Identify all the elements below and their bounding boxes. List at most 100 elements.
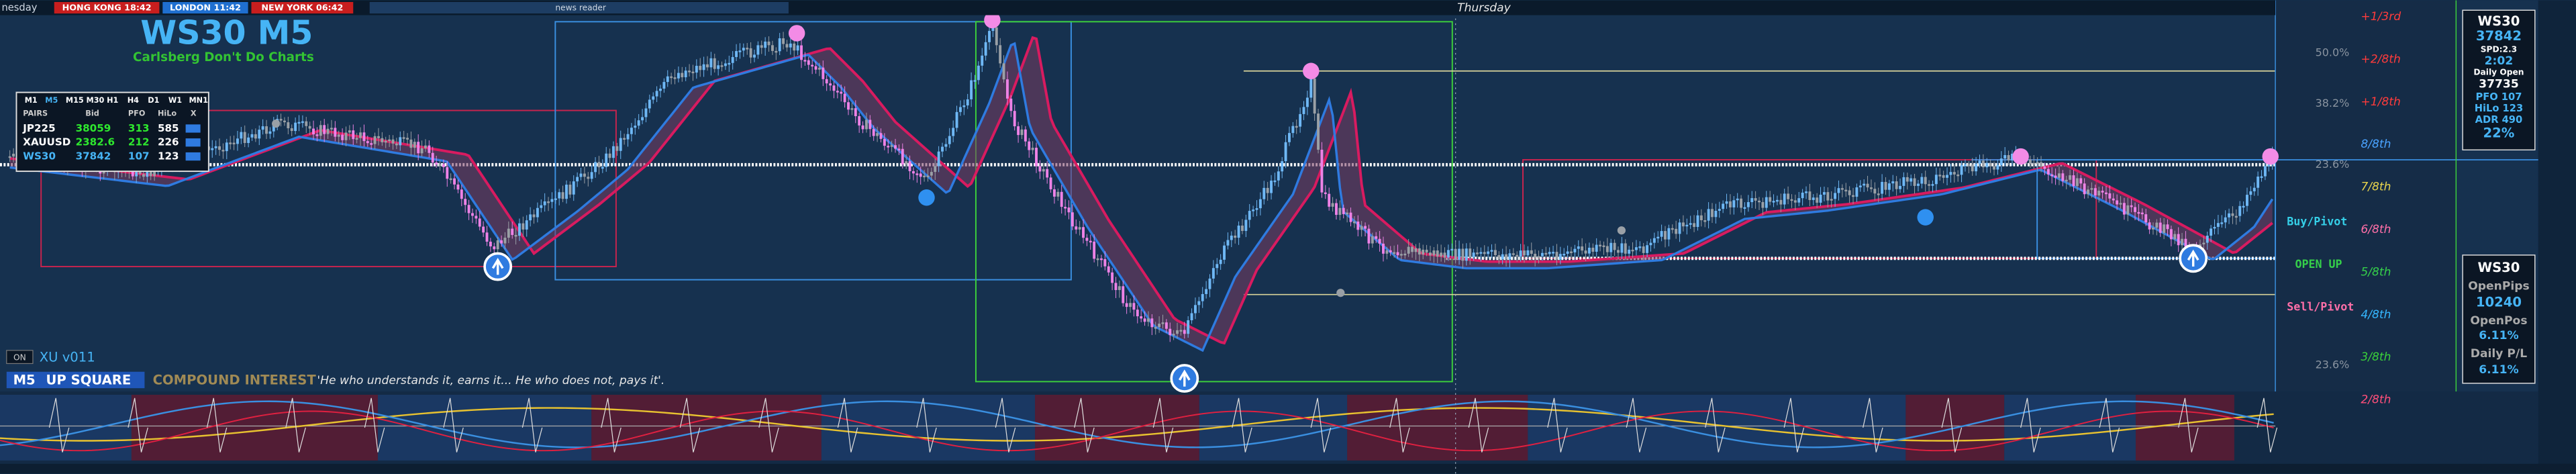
candle — [214, 146, 217, 148]
candle — [2040, 162, 2042, 167]
candle — [1920, 177, 1924, 184]
timeframe[interactable]: M5 — [45, 96, 58, 105]
candle — [1305, 97, 1309, 107]
candle — [648, 99, 651, 109]
candle — [301, 121, 304, 124]
candle — [691, 71, 695, 74]
candle — [2155, 222, 2159, 228]
timeframe[interactable]: D1 — [148, 96, 159, 105]
candle — [2249, 191, 2252, 195]
candle — [2228, 213, 2231, 218]
candle — [1190, 313, 1193, 321]
candle — [984, 42, 987, 56]
candle — [1132, 303, 1136, 310]
candle — [958, 107, 962, 112]
candle — [1183, 330, 1186, 334]
candle — [1584, 250, 1587, 254]
candle — [1624, 243, 1627, 254]
timeframe[interactable]: M1 — [25, 96, 38, 105]
candle — [1642, 246, 1645, 253]
candle — [1360, 226, 1363, 230]
timeframe[interactable]: H1 — [107, 96, 118, 105]
candle — [1628, 249, 1631, 254]
candle — [840, 91, 843, 94]
news-reader[interactable]: news reader — [555, 3, 607, 13]
indicator-spike — [758, 397, 779, 453]
candle — [1291, 126, 1295, 134]
day-label: Thursday — [1457, 1, 1511, 15]
candle — [1519, 250, 1522, 257]
indicator-spike — [128, 397, 148, 453]
candle — [1111, 272, 1114, 283]
toggle[interactable] — [6, 350, 34, 365]
table-cell: 226 — [158, 136, 179, 148]
candle — [644, 108, 648, 117]
candle — [1873, 189, 1877, 194]
candle — [1664, 231, 1667, 240]
candle — [1042, 169, 1045, 172]
candle — [485, 232, 489, 242]
candle — [1703, 220, 1707, 222]
timeframe: M5 — [13, 373, 36, 388]
timeframe[interactable]: M15 — [66, 96, 84, 105]
timeframe[interactable]: W1 — [168, 96, 182, 105]
timeframe[interactable]: MN1 — [189, 96, 208, 105]
candle — [1573, 248, 1577, 252]
candle — [1403, 253, 1407, 256]
table-cell: 2382.6 — [76, 136, 115, 148]
indicator-zone — [1528, 394, 1906, 461]
candle — [1446, 250, 1450, 258]
candle — [934, 166, 937, 173]
candle — [876, 133, 879, 136]
candle — [568, 185, 572, 195]
candle — [1530, 250, 1533, 254]
candle — [2119, 203, 2122, 205]
timeframe[interactable]: M30 — [87, 96, 105, 105]
column-header: PFO — [128, 109, 146, 117]
info-pfo: PFO 107 — [2475, 91, 2522, 103]
candle — [778, 38, 781, 52]
pairs-table-content: M1 M5 M15 M30 H1 H4 D1 W1 MN1 PAIRS Bid PFO HiLo X JP2… — [22, 96, 208, 162]
candle — [225, 142, 228, 152]
pl-pos-label: OpenPos — [2470, 314, 2527, 328]
timeframe[interactable]: H4 — [128, 96, 139, 105]
candle — [12, 153, 15, 157]
candle — [1822, 192, 1826, 195]
candle — [771, 45, 774, 51]
candle — [1385, 250, 1389, 254]
candle — [1277, 171, 1280, 181]
candle — [677, 73, 680, 79]
candle — [818, 67, 821, 70]
news-bar[interactable] — [369, 1, 789, 14]
toggle-label[interactable]: ON — [13, 352, 26, 362]
pivot-label: Buy/Pivot — [2287, 215, 2347, 228]
candle — [1801, 192, 1804, 199]
indicator-spike — [2257, 397, 2278, 453]
info-adr: ADR 490 — [2475, 114, 2523, 126]
candle — [1913, 178, 1916, 186]
candle — [1230, 235, 1233, 240]
murrey-level: 6/8th — [2361, 223, 2391, 236]
candle — [1837, 188, 1840, 193]
candle — [785, 44, 789, 48]
candle — [1884, 181, 1887, 190]
candle — [767, 41, 771, 46]
candle — [1450, 248, 1454, 251]
zone-box — [554, 21, 1072, 281]
candle — [612, 146, 615, 158]
candle — [955, 111, 958, 128]
candle — [352, 130, 355, 140]
candle — [362, 132, 366, 142]
candle — [688, 70, 691, 73]
indicator-spike — [1863, 397, 1883, 453]
candle — [1201, 293, 1204, 301]
candle — [1049, 177, 1052, 189]
candle — [923, 175, 926, 178]
candle — [1118, 286, 1121, 291]
indicator-zone — [1347, 394, 1528, 461]
candle — [1324, 192, 1327, 195]
candle — [1017, 126, 1020, 136]
candle — [1458, 248, 1461, 260]
signal-dot — [1617, 226, 1626, 235]
